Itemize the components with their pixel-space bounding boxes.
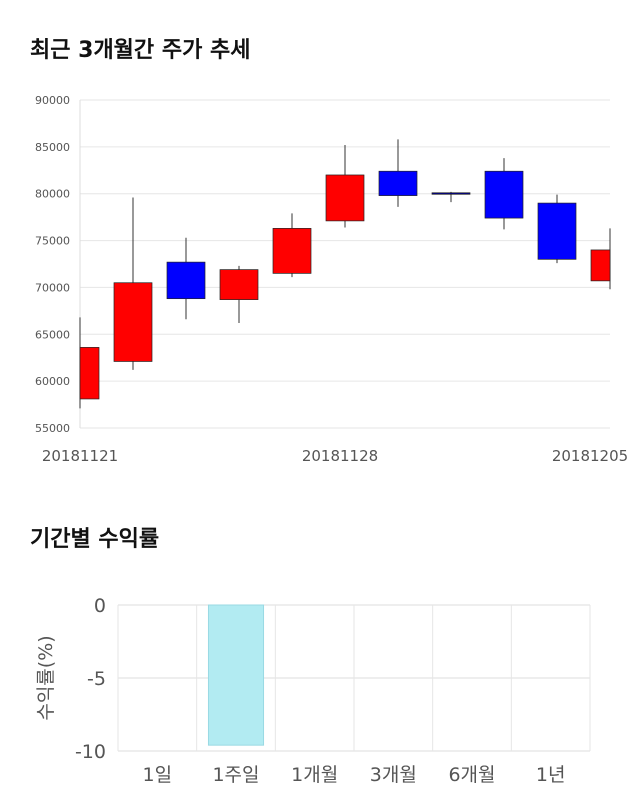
y-tick-label: -10: [75, 741, 106, 763]
candle-chart-title: 최근 3개월간 주가 추세: [30, 38, 251, 63]
candle: [484, 158, 524, 230]
candle: [590, 228, 611, 290]
candle: [113, 197, 153, 370]
x-category-label: 6개월: [448, 764, 495, 786]
candle-body: [272, 228, 312, 274]
candle: [166, 237, 206, 320]
y-tick-label: 90000: [35, 94, 70, 107]
x-category-label: 1년: [536, 764, 566, 786]
returns-chart-title: 기간별 수익률: [30, 527, 160, 552]
candle-body: [325, 174, 365, 222]
y-tick-label: 55000: [35, 422, 70, 435]
y-tick-label: 75000: [35, 235, 70, 248]
candle-body: [537, 202, 577, 260]
candle-body: [113, 282, 153, 362]
candle: [272, 213, 312, 278]
y-tick-label: 70000: [35, 281, 70, 294]
y-tick-label: 0: [94, 595, 106, 617]
y-tick-label: -5: [87, 668, 106, 690]
x-tick-label: 20181128: [302, 447, 378, 465]
candle-body: [590, 249, 611, 282]
y-tick-label: 85000: [35, 141, 70, 154]
candle-body: [219, 269, 259, 300]
y-axis-title: 수익률(%): [35, 635, 57, 720]
candle-body: [378, 170, 418, 196]
candle-body: [484, 170, 524, 219]
candle-body: [431, 192, 471, 195]
candle: [537, 194, 577, 264]
x-tick-label: 20181205: [552, 447, 628, 465]
x-category-label: 1일: [143, 764, 173, 786]
y-tick-label: 65000: [35, 328, 70, 341]
candle: [378, 139, 418, 207]
candle-body: [79, 347, 100, 400]
candle-body: [166, 261, 206, 300]
x-category-label: 3개월: [370, 764, 417, 786]
candle: [431, 191, 471, 203]
candlestick-chart: 55000 60000 65000 70000 75000 80000 85000 90000…: [35, 94, 628, 465]
x-tick-label: 20181121: [42, 447, 118, 465]
x-category-label: 1개월: [291, 764, 338, 786]
candle: [219, 265, 259, 324]
y-tick-label: 60000: [35, 375, 70, 388]
candle: [79, 317, 100, 409]
x-category-label: 1주일: [212, 764, 259, 786]
return-bar: [207, 604, 265, 746]
y-tick-label: 80000: [35, 188, 70, 201]
candle: [325, 144, 365, 228]
